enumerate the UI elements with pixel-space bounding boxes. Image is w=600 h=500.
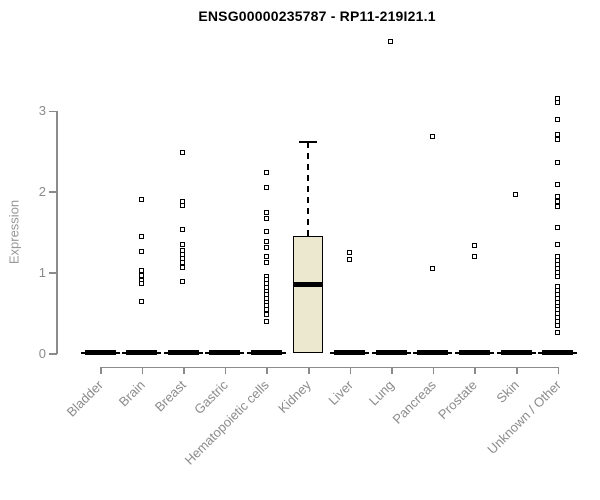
x-tick (516, 366, 518, 374)
data-point (263, 215, 269, 221)
data-point (138, 197, 144, 203)
x-tick (391, 366, 393, 374)
zero-boxplot-dash (250, 350, 282, 355)
data-point (263, 253, 269, 259)
data-point (554, 329, 560, 335)
data-point (554, 136, 560, 142)
data-point (429, 266, 435, 272)
data-point (346, 257, 352, 263)
data-point (138, 280, 144, 286)
data-point (554, 241, 560, 247)
upper-whisker-line (307, 142, 309, 236)
data-point (180, 202, 186, 208)
data-point (554, 131, 560, 137)
zero-boxplot-dash (167, 350, 199, 355)
data-point (554, 323, 560, 329)
data-point (554, 274, 560, 280)
zero-boxplot-dash (375, 350, 407, 355)
data-point (554, 181, 560, 187)
data-point (180, 150, 186, 156)
data-point (138, 273, 144, 279)
y-tick (49, 110, 57, 112)
y-axis-line (56, 110, 58, 355)
x-tick (349, 366, 352, 374)
zero-boxplot-dash (334, 350, 366, 355)
x-tick (308, 366, 310, 374)
data-point (180, 241, 186, 247)
data-point (180, 259, 186, 265)
data-point (263, 210, 269, 216)
data-point (513, 191, 519, 197)
data-point (346, 249, 352, 255)
data-point (554, 117, 560, 123)
x-tick (183, 366, 185, 374)
data-point (471, 253, 477, 259)
chart-title: ENSG00000235787 - RP11-219I21.1 (198, 8, 436, 24)
x-axis-line (100, 366, 560, 368)
data-point (429, 134, 435, 140)
zero-boxplot-dash (417, 350, 449, 355)
y-tick-label: 0 (38, 345, 46, 361)
y-tick (49, 272, 57, 274)
y-tick (49, 353, 57, 355)
data-point (554, 198, 560, 204)
data-point (263, 228, 269, 234)
data-point (263, 312, 269, 318)
data-point (263, 185, 269, 191)
data-point (471, 243, 477, 249)
zero-boxplot-dash (458, 350, 490, 355)
x-tick (432, 366, 435, 374)
data-point (554, 160, 560, 166)
data-point (138, 299, 144, 305)
data-point (263, 169, 269, 175)
y-tick-label: 1 (38, 264, 46, 280)
x-tick (141, 366, 144, 374)
zero-boxplot-dash (500, 350, 532, 355)
data-point (138, 249, 144, 255)
data-point (554, 203, 560, 209)
data-point (388, 38, 394, 44)
data-point (263, 307, 269, 313)
data-point (554, 100, 560, 106)
data-point (180, 278, 186, 284)
y-tick-label: 2 (38, 183, 46, 199)
data-point (554, 224, 560, 230)
x-tick (557, 366, 560, 374)
zero-boxplot-dash (542, 350, 574, 355)
y-tick-label: 3 (38, 103, 46, 118)
data-point (138, 233, 144, 239)
data-point (263, 260, 269, 266)
data-point (263, 239, 269, 245)
zero-boxplot-dash (126, 350, 158, 355)
data-point (138, 268, 144, 274)
x-tick (474, 366, 476, 374)
zero-boxplot-dash (84, 350, 116, 355)
data-point (180, 227, 186, 233)
y-tick (49, 191, 57, 193)
x-tick (224, 366, 227, 374)
upper-whisker-cap (299, 141, 317, 144)
box-median-line (293, 281, 323, 287)
x-tick (266, 366, 268, 374)
data-point (554, 194, 560, 200)
x-tick (100, 366, 102, 374)
data-point (180, 265, 186, 271)
data-point (263, 319, 269, 325)
data-point (263, 245, 269, 251)
zero-boxplot-dash (209, 350, 241, 355)
box-kidney (293, 235, 323, 353)
